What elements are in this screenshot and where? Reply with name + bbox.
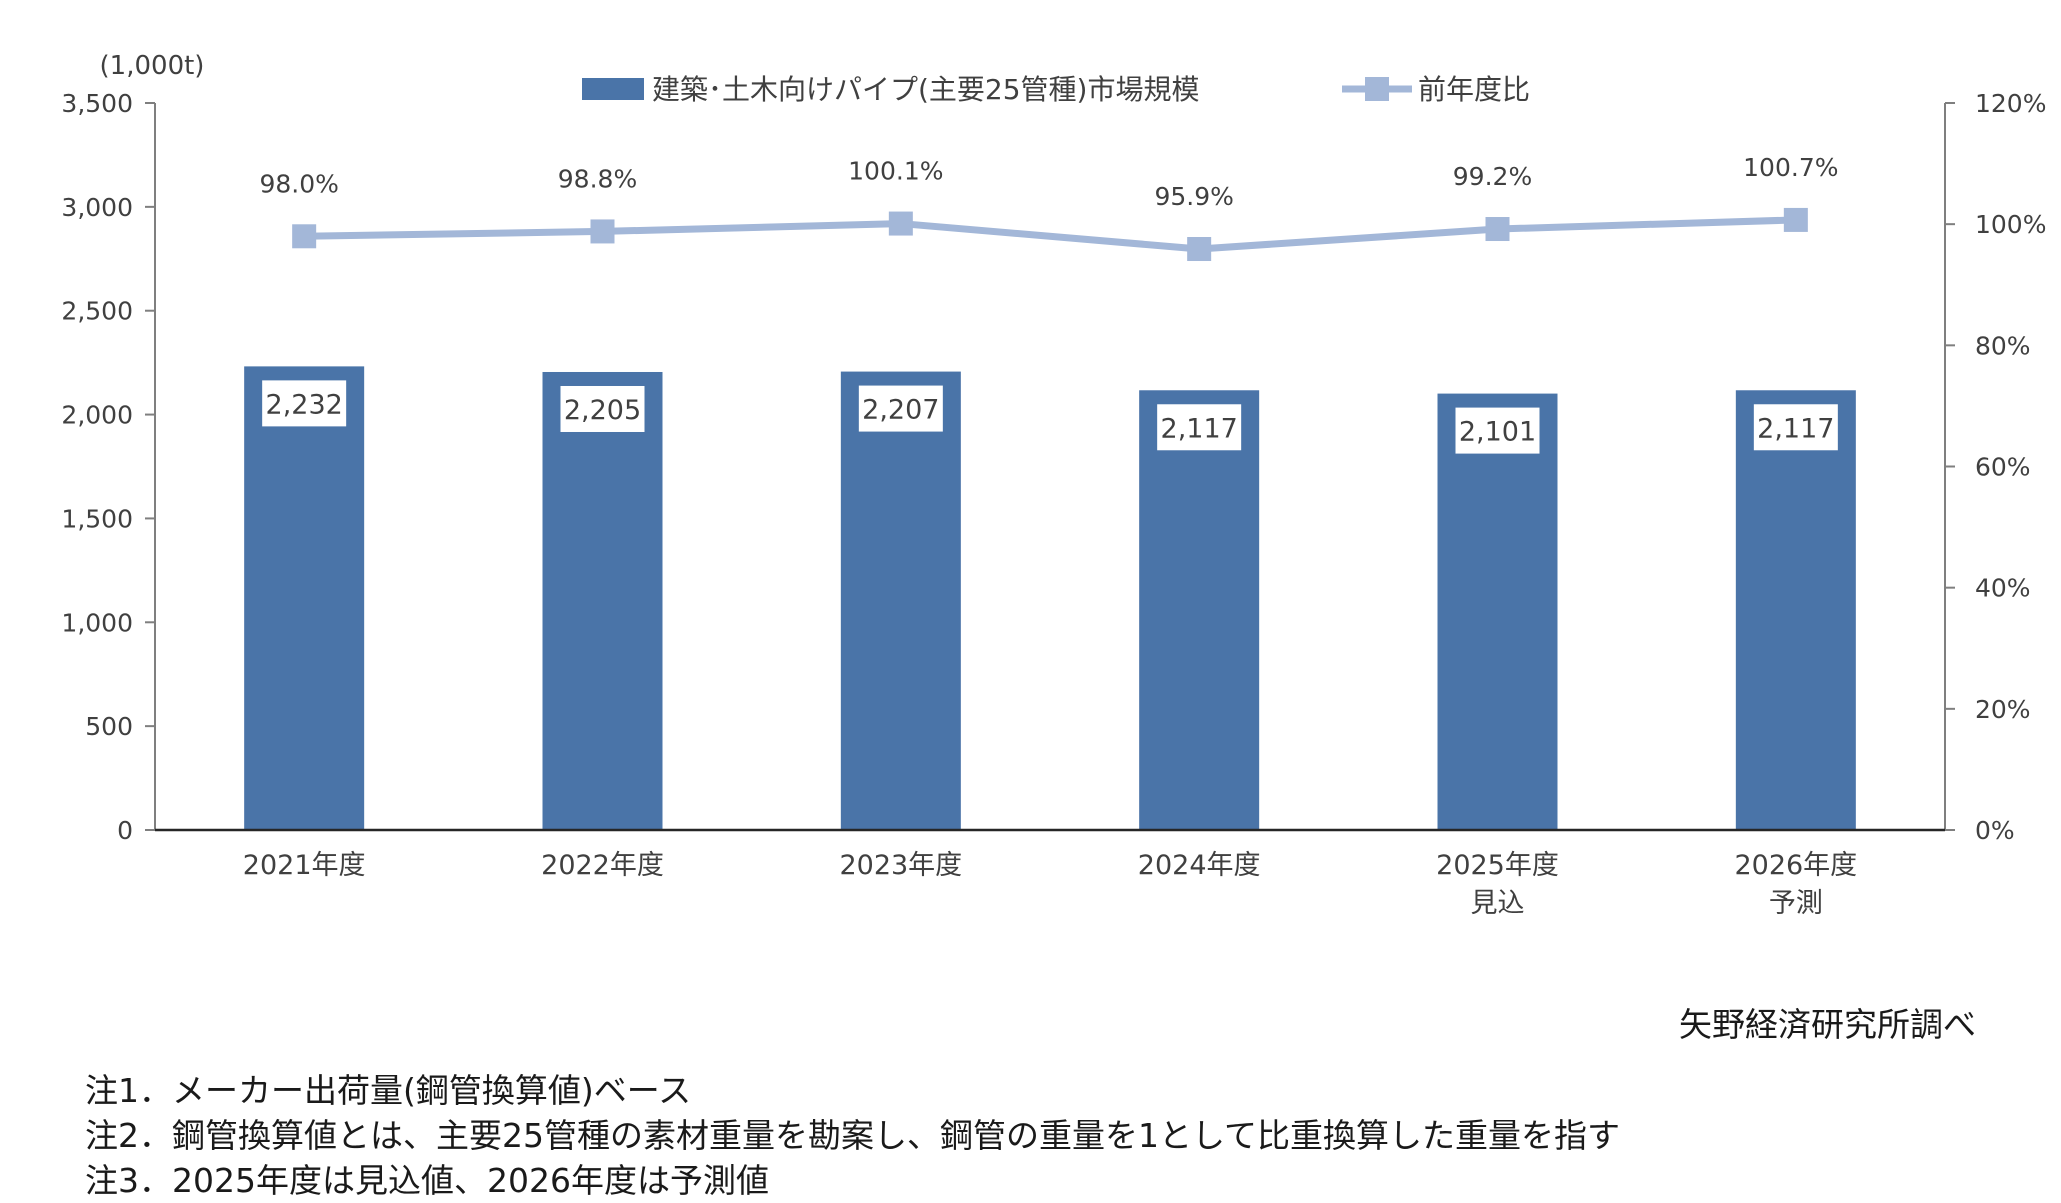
legend: 建築･土木向けパイプ(主要25管種)市場規模 前年度比 (582, 73, 1530, 106)
line-series: 98.0% 98.8% 100.1% 95.9% 99.2% 100.7% (259, 153, 1838, 262)
left-tick-label: 2,500 (61, 297, 133, 326)
left-tick-label: 500 (85, 712, 133, 741)
x-tick-label: 見込 (1471, 888, 1525, 919)
bar-data-label: 2,207 (862, 395, 939, 426)
bar-label-box (1157, 404, 1242, 451)
line-marker (888, 211, 913, 236)
bar-label-box (1455, 407, 1540, 454)
line-data-label: 98.8% (558, 164, 637, 193)
left-tick-label: 1,000 (61, 608, 133, 637)
bar-data-label: 2,205 (564, 395, 641, 426)
bar-series: 2,232 2,205 2,207 2,117 2,101 2,117 (244, 366, 1856, 830)
bar (1437, 393, 1558, 830)
x-tick-label: 2026年度 (1734, 850, 1857, 881)
right-tick-label: 60% (1975, 453, 2031, 482)
line-marker (590, 219, 615, 244)
bar-label-box (560, 385, 645, 432)
footnote-2: 注2．鋼管換算値とは、主要25管種の素材重量を勘案し、鋼管の重量を1として比重換… (85, 1116, 1620, 1155)
left-y-axis: 0 500 1,000 1,500 2,000 2,500 3,000 3,500 (61, 89, 156, 845)
right-tick-label: 20% (1975, 695, 2031, 724)
bar (1139, 390, 1260, 830)
line-marker (292, 224, 317, 249)
bar (244, 366, 365, 830)
x-tick-label: 2024年度 (1138, 850, 1261, 881)
line-path (304, 216, 1796, 253)
footnote-1: 注1．メーカー出荷量(鋼管換算値)ベース (85, 1071, 692, 1110)
combo-chart: 0 500 1,000 1,500 2,000 2,500 3,000 3,500 0% 20%… (61, 51, 2046, 919)
x-tick-label: 2023年度 (839, 850, 962, 881)
bar-data-label: 2,101 (1459, 417, 1536, 448)
bar-label-box (1753, 404, 1838, 451)
bar-label-box (262, 380, 347, 427)
x-tick-label: 2022年度 (541, 850, 664, 881)
right-y-axis: 0% 20% 40% 60% 80% 100% 120% (1944, 89, 2046, 845)
right-tick-label: 40% (1975, 574, 2031, 603)
line-data-label: 99.2% (1453, 162, 1532, 191)
legend-bar-swatch (582, 78, 644, 100)
x-tick-label: 予測 (1769, 888, 1823, 919)
left-tick-label: 3,500 (61, 89, 133, 118)
bar (542, 371, 663, 830)
bar (1735, 390, 1856, 830)
left-tick-label: 1,500 (61, 504, 133, 533)
line-data-label: 100.7% (1743, 153, 1838, 182)
left-tick-label: 2,000 (61, 401, 133, 430)
right-tick-label: 80% (1975, 331, 2031, 360)
line-marker (1485, 217, 1510, 242)
line-data-label: 95.9% (1154, 182, 1233, 211)
x-tick-label: 2025年度 (1436, 850, 1559, 881)
legend-bar-label: 建築･土木向けパイプ(主要25管種)市場規模 (652, 73, 1199, 106)
bar (840, 371, 961, 830)
legend-line-label: 前年度比 (1418, 73, 1530, 106)
left-tick-label: 0 (117, 816, 133, 845)
legend-line-marker (1365, 77, 1389, 101)
line-data-label: 98.0% (259, 169, 338, 198)
bar-label-box (858, 385, 943, 432)
bar-data-label: 2,232 (266, 389, 343, 420)
right-tick-label: 0% (1975, 816, 2015, 845)
source-credit: 矢野経済研究所調べ (1679, 1005, 1976, 1044)
line-data-label: 100.1% (848, 157, 943, 186)
left-tick-label: 3,000 (61, 193, 133, 222)
x-tick-label: 2021年度 (243, 850, 366, 881)
line-marker (1783, 207, 1808, 232)
left-axis-unit-label: (1,000t) (100, 51, 205, 81)
line-marker (1187, 237, 1212, 262)
bar-data-label: 2,117 (1757, 413, 1834, 444)
footnotes: 注1．メーカー出荷量(鋼管換算値)ベース 注2．鋼管換算値とは、主要25管種の素… (85, 1068, 1620, 1203)
right-tick-label: 100% (1975, 210, 2046, 239)
footnote-3: 注3．2025年度は見込値、2026年度は予測値 (85, 1161, 769, 1200)
bar-data-label: 2,117 (1161, 413, 1238, 444)
right-tick-label: 120% (1975, 89, 2046, 118)
